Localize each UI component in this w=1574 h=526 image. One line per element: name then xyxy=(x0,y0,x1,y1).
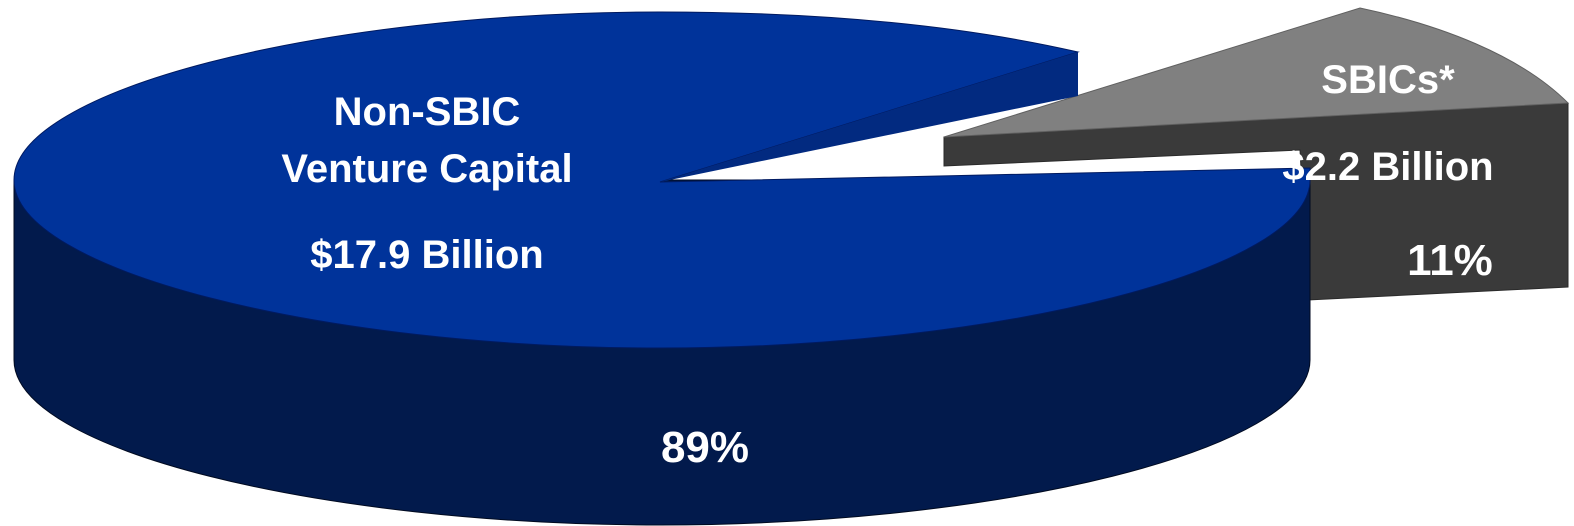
slice-non-sbic-label-line-2: Venture Capital xyxy=(281,147,572,191)
slice-non-sbic-percent: 89% xyxy=(661,423,749,472)
slice-sbic-percent: 11% xyxy=(1407,236,1493,285)
slice-non-sbic-amount: $17.9 Billion xyxy=(310,233,543,277)
slice-non-sbic-top xyxy=(13,11,1311,349)
slice-non-sbic-cut-face xyxy=(660,52,1078,182)
slice-non-sbic xyxy=(13,11,1311,526)
slice-sbic-amount: $2.2 Billion xyxy=(1282,145,1493,189)
slice-non-sbic-label-line-1: Non-SBIC xyxy=(334,90,521,134)
slice-sbic xyxy=(943,7,1570,301)
slice-sbic-label: SBICs* xyxy=(1321,58,1455,102)
slice-sbic-top xyxy=(943,7,1570,138)
